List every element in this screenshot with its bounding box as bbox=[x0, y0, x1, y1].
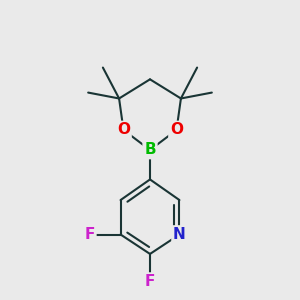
Text: O: O bbox=[170, 122, 183, 137]
Text: F: F bbox=[145, 274, 155, 289]
Text: F: F bbox=[85, 227, 95, 242]
Text: B: B bbox=[144, 142, 156, 158]
Text: N: N bbox=[173, 227, 186, 242]
Text: O: O bbox=[117, 122, 130, 137]
